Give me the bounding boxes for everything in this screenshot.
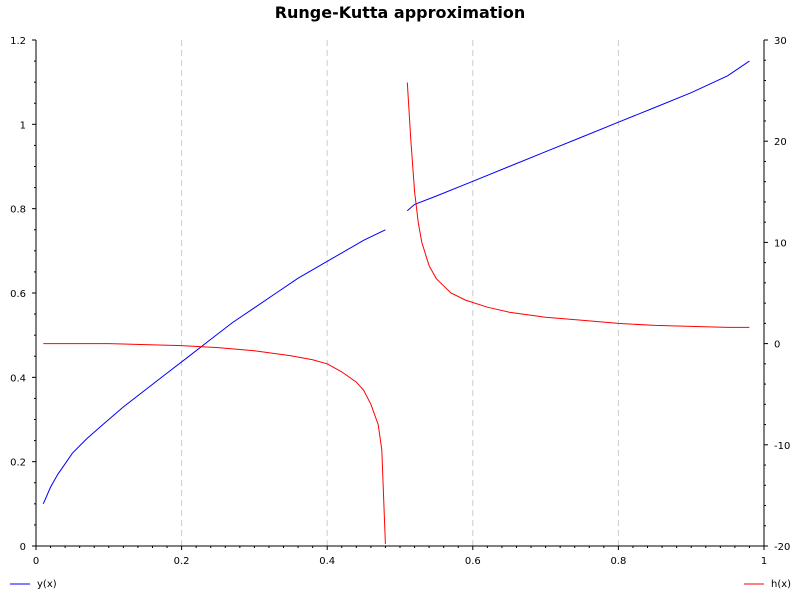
y2-tick-label: 30 [774,36,787,47]
x-tick-label: 0.6 [465,556,481,567]
y-tick-label: 1 [20,120,26,131]
grid-lines [181,40,619,546]
y2-tick-label: 10 [774,238,787,249]
y-tick-label: 0.8 [10,205,26,216]
legend-yx-label: y(x) [37,579,57,590]
y-tick-label: 0.4 [10,373,26,384]
y2-tick-label: -10 [774,441,790,452]
y2-tick-label: 20 [774,137,787,148]
x-tick-label: 0.8 [610,556,626,567]
y-tick-label: 1.2 [10,36,26,47]
y2-tick-label: 0 [774,340,780,351]
y-tick-label: 0 [20,542,26,553]
legend-hx-label: h(x) [771,579,791,590]
series-line-yx-segment-0 [42,229,386,504]
y-tick-label: 0.2 [10,458,26,469]
legend: y(x) h(x) [10,579,791,590]
x-tick-label: 0.2 [174,556,190,567]
x-tick-label: 0 [33,556,39,567]
y2-tick-label: -20 [774,542,790,553]
series-line-yx-segment-1 [406,60,750,212]
series-line-hx-segment-1 [406,82,750,328]
chart-title: Runge-Kutta approximation [275,3,526,22]
series-line-hx-segment-0 [43,343,386,545]
y-tick-label: 0.6 [10,289,26,300]
axes: 0 0.2 0.4 0.6 0.8 100.20.40.60.811.2-20-10010… [10,36,790,567]
series-lines [42,60,750,545]
x-tick-label: 0.4 [319,556,335,567]
x-tick-label: 1 [761,556,767,567]
